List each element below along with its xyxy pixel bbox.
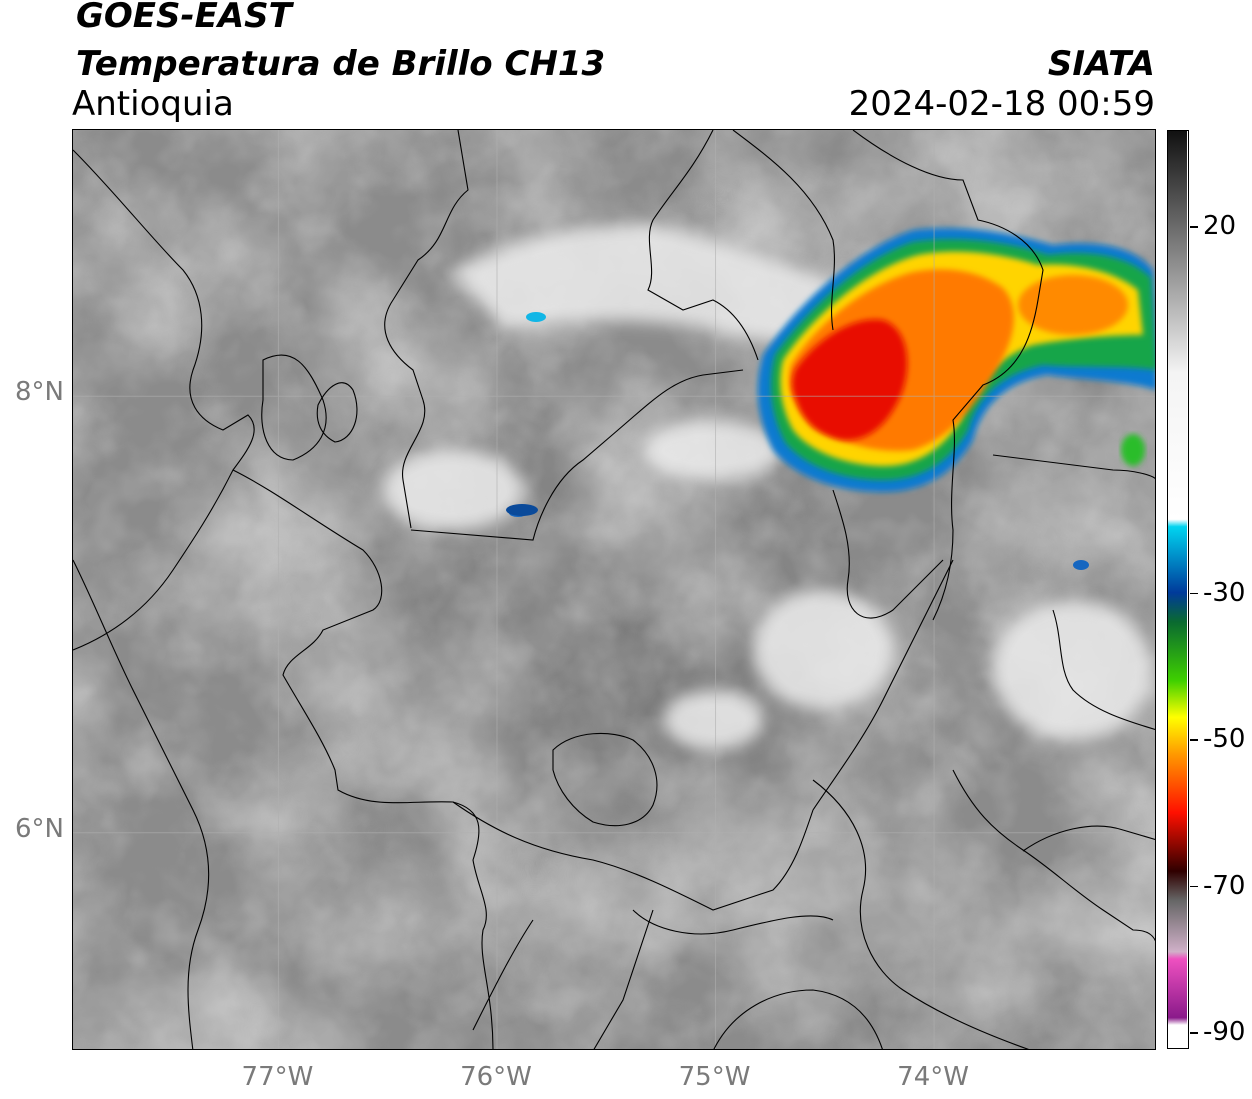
colorbar-tick-label: 20	[1203, 211, 1237, 242]
lat-tick-label: 8°N	[15, 377, 64, 408]
convective-storm	[506, 228, 1155, 570]
boundaries	[73, 130, 1155, 1049]
colorbar-tick	[1190, 739, 1198, 741]
colorbar-tick-label: -90	[1203, 1017, 1246, 1048]
lat-tick-label: 6°N	[15, 813, 64, 844]
satellite-map[interactable]	[72, 129, 1156, 1050]
choco-boundary	[232, 469, 494, 1049]
timestamp-label: 2024-02-18 00:59	[848, 84, 1155, 124]
colorbar-tick	[1190, 885, 1198, 888]
colorbar-tick	[1190, 1032, 1198, 1034]
product-title: Temperatura de Brillo CH13	[76, 44, 606, 84]
satellite-title: GOES-EAST	[76, 0, 292, 36]
region-label: Antioquia	[72, 84, 234, 124]
agency-label: SIATA	[1047, 44, 1155, 84]
coast-urab	[73, 149, 255, 651]
department-boundary-north	[410, 369, 744, 541]
colorbar-tick-label: -30	[1203, 577, 1246, 608]
antioquia-boundary	[384, 130, 469, 529]
lon-tick-label: 75°W	[678, 1062, 751, 1092]
magdalena-boundary	[647, 130, 759, 361]
colorbar-gradient	[1168, 131, 1187, 1047]
colorbar	[1167, 130, 1189, 1049]
colorbar-tick-label: -70	[1203, 870, 1246, 901]
graticule	[73, 130, 1155, 1049]
map-canvas	[73, 130, 1155, 1049]
colorbar-tick-label: -50	[1203, 724, 1246, 755]
lon-tick-label: 76°W	[460, 1062, 532, 1092]
lon-tick-label: 77°W	[241, 1062, 314, 1092]
colorbar-tick	[1190, 226, 1198, 228]
colorbar-tick	[1190, 592, 1198, 595]
lon-tick-label: 74°W	[897, 1062, 969, 1092]
